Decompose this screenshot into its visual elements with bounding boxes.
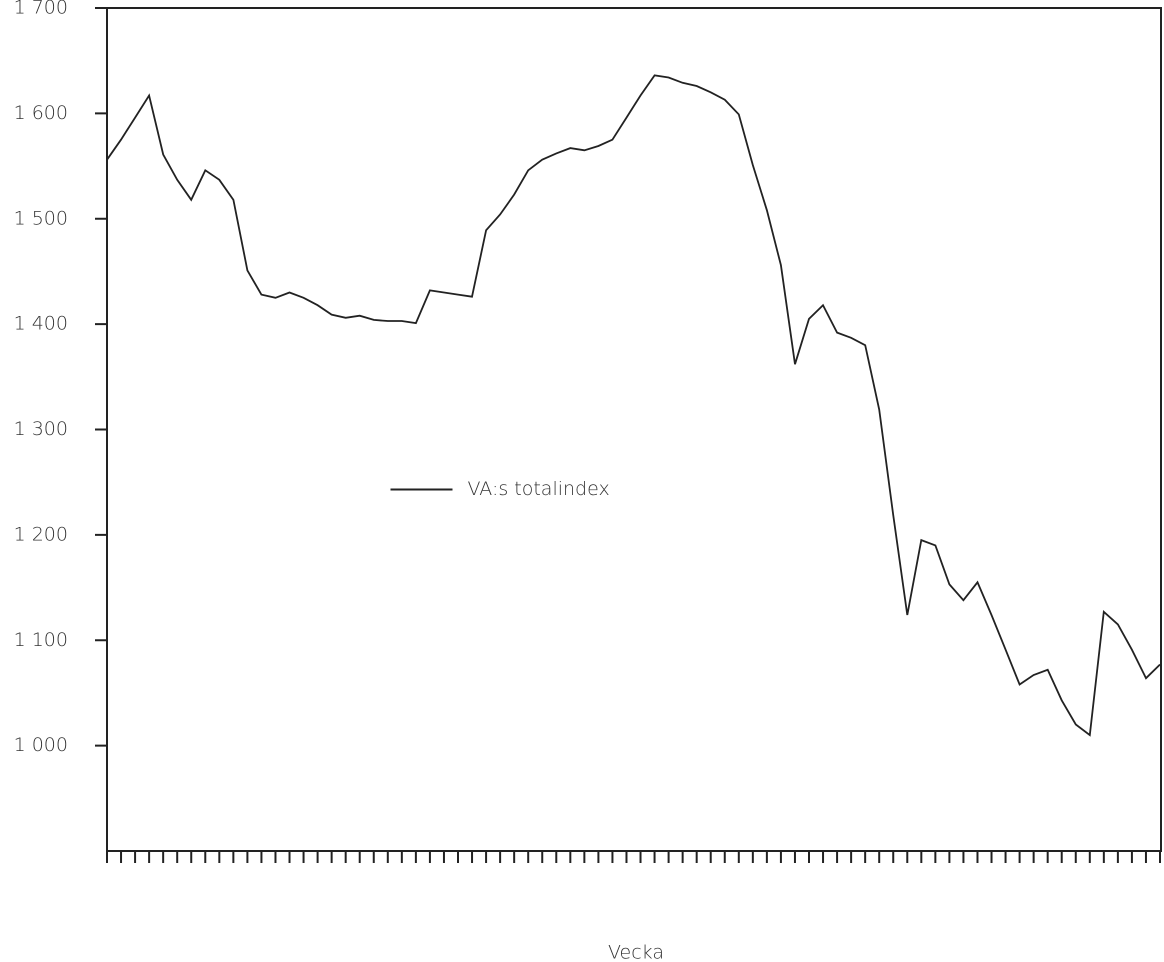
y-tick-label: 1 100 (14, 629, 68, 651)
plot-frame (106, 7, 1162, 852)
y-tick-label: 1 500 (14, 207, 68, 229)
x-axis-label: Vecka (608, 942, 664, 962)
y-tick-label: 1 000 (14, 734, 68, 756)
y-tick-label: 1 400 (14, 313, 68, 335)
y-tick-label: 1 700 (14, 0, 68, 19)
y-tick-label: 1 300 (14, 418, 68, 440)
y-tick-label: 1 600 (14, 102, 68, 124)
legend-label: VA:s totalindex (468, 478, 610, 500)
y-tick-label: 1 200 (14, 523, 68, 545)
data-line (106, 74, 1161, 737)
